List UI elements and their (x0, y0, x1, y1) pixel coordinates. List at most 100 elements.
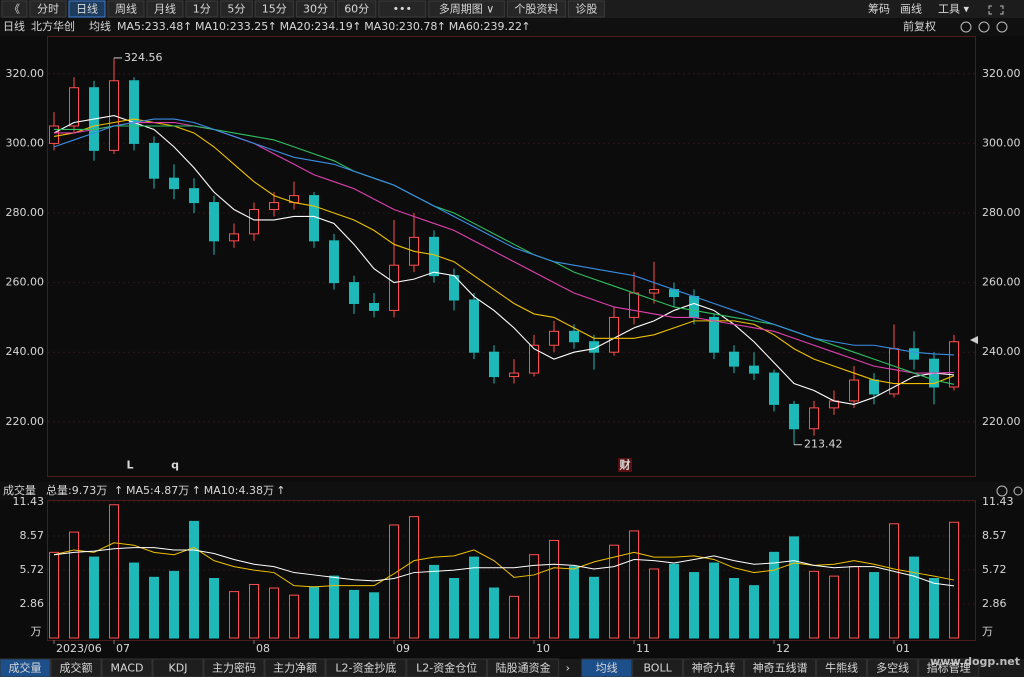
toolbar-label[interactable]: 个股资料 (514, 2, 558, 16)
indicator-tab[interactable] (683, 658, 745, 677)
indicator-tab[interactable] (264, 658, 326, 677)
candle-body (249, 209, 259, 235)
candle-body (789, 403, 799, 430)
toolbar-button[interactable] (506, 0, 566, 18)
indicator-tab[interactable] (867, 658, 919, 677)
toolbar-label[interactable]: 30分 (303, 3, 328, 16)
volume-bar (249, 583, 259, 639)
toolbar-label[interactable]: 日线 (76, 2, 98, 16)
indicator-tab-label[interactable]: 主力净额 (273, 661, 317, 675)
zoom-out-icon[interactable] (996, 21, 1008, 33)
toolbar-label[interactable]: ••• (393, 3, 412, 16)
volume-settings-icon[interactable] (1013, 486, 1023, 496)
indicator-tab-label[interactable]: 指标管理 (927, 661, 971, 675)
low-label: 213.42 (804, 438, 843, 451)
toolbar-button[interactable] (378, 0, 427, 18)
volume-close-icon[interactable] (996, 485, 1008, 497)
y-tick-label-right: 11.43 (982, 495, 1014, 508)
toolbar-right-label[interactable]: 工具 ▾ (938, 3, 969, 16)
adjust-label[interactable]: 前复权 (903, 19, 936, 33)
event-marker: q (171, 459, 179, 472)
zoom-in-icon[interactable] (978, 21, 990, 33)
ma-line (54, 121, 955, 374)
indicator-tab[interactable] (487, 658, 560, 677)
toolbar-button[interactable] (1, 0, 28, 18)
toolbar-button[interactable] (567, 0, 605, 18)
volume-bar (929, 578, 939, 639)
volume-bar (569, 566, 579, 639)
volume-bar (509, 595, 519, 639)
readout-arrow: ↑ (352, 20, 361, 33)
volume-bar (809, 570, 819, 639)
x-tick-label: 09 (396, 642, 410, 655)
indicator-tab[interactable] (581, 658, 633, 677)
indicator-tab[interactable] (101, 658, 153, 677)
indicator-tab-label[interactable]: 神奇九转 (692, 661, 736, 675)
toolbar-button[interactable] (68, 0, 106, 18)
indicator-tab[interactable] (325, 658, 407, 677)
y-tick-label-right: 2.86 (982, 597, 1007, 610)
indicator-tab-label[interactable]: BOLL (643, 662, 672, 675)
indicator-tab[interactable] (744, 658, 817, 677)
x-tick-label: 2023/06 (56, 642, 102, 655)
toolbar-button[interactable] (185, 0, 219, 18)
indicator-tab-label[interactable]: 牛熊线 (825, 661, 858, 675)
toolbar-label[interactable]: 《 (9, 3, 20, 16)
unit-label: 万 (31, 625, 42, 638)
fullscreen-icon[interactable] (988, 5, 1004, 15)
toolbar-button[interactable] (29, 0, 67, 18)
toolbar-label[interactable]: 5分 (227, 3, 245, 16)
toolbar-label[interactable]: 多周期图 ∨ (439, 2, 495, 16)
candle-body (909, 348, 919, 360)
y-tick-label-right: 280.00 (982, 206, 1021, 219)
toolbar-button[interactable] (295, 0, 336, 18)
toolbar-label[interactable]: 周线 (115, 2, 137, 16)
indicator-tab-label[interactable]: 陆股通资金 (496, 661, 551, 675)
candle-body (769, 372, 779, 405)
toolbar-label[interactable]: 15分 (262, 3, 287, 16)
toolbar-label[interactable]: 月线 (154, 2, 176, 16)
indicator-tab-label[interactable]: 成交量 (9, 661, 42, 675)
indicator-tab-label[interactable]: L2-资金抄底 (335, 661, 396, 675)
toolbar-right-label[interactable]: 筹码 (868, 2, 890, 16)
indicator-tab-label[interactable]: KDJ (169, 662, 188, 675)
volume-bar (89, 556, 99, 639)
toolbar-label[interactable]: 60分 (344, 3, 369, 16)
toolbar-label[interactable]: 诊股 (575, 2, 597, 16)
volume-bar (409, 516, 419, 639)
volume-bar (269, 587, 279, 639)
toolbar-button[interactable] (220, 0, 253, 18)
indicator-tab-label[interactable]: L2-资金仓位 (416, 661, 477, 675)
indicator-tab[interactable] (406, 658, 488, 677)
indicator-tab-label[interactable]: 神奇五线谱 (753, 661, 808, 675)
indicator-tab[interactable] (152, 658, 204, 677)
indicator-tab-label[interactable]: 成交额 (60, 661, 93, 675)
indicator-tab-label[interactable]: MACD (111, 662, 144, 675)
indicator-tab-label[interactable]: 多空线 (876, 661, 909, 675)
toolbar-button[interactable] (254, 0, 294, 18)
toolbar-label[interactable]: 分时 (37, 3, 59, 16)
indicator-tab-label[interactable]: 均线 (596, 661, 618, 675)
toolbar-label[interactable]: 1分 (193, 3, 211, 16)
ma-title: 均线 (89, 19, 111, 33)
price-frame (47, 36, 976, 477)
y-tick-label-right: 220.00 (982, 415, 1021, 428)
indicator-tab[interactable] (0, 658, 51, 677)
ma-line (53, 118, 955, 385)
indicator-tab[interactable] (632, 658, 684, 677)
tabs-more[interactable]: › (566, 662, 570, 675)
toolbar-button[interactable] (337, 0, 377, 18)
indicator-tab-label[interactable]: 主力密码 (212, 661, 256, 675)
toolbar-right-label[interactable]: 画线 (900, 2, 922, 16)
toolbar-button[interactable] (146, 0, 184, 18)
indicator-tab[interactable] (816, 658, 868, 677)
indicator-tab[interactable] (203, 658, 265, 677)
candle-body (949, 341, 959, 388)
close-icon[interactable] (960, 21, 972, 33)
toolbar-button[interactable] (107, 0, 145, 18)
period-label: 日线 (3, 19, 25, 33)
indicator-tab[interactable] (918, 658, 980, 677)
toolbar-button[interactable] (428, 0, 505, 18)
indicator-tab[interactable] (50, 658, 102, 677)
